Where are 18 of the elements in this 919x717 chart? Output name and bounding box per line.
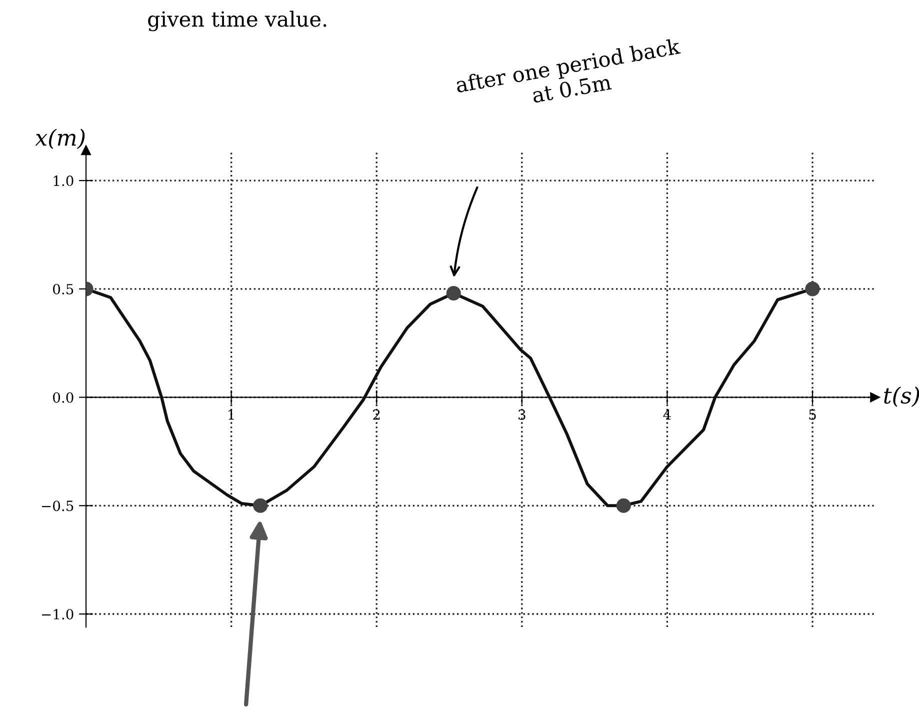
x-tick-label: 4 bbox=[663, 409, 671, 420]
text: after one period back at 0.5m bbox=[455, 38, 682, 104]
y-tick-label: 0.0 bbox=[53, 392, 74, 403]
point bbox=[805, 282, 820, 296]
x-tick-label: 3 bbox=[518, 409, 526, 420]
y-axis-title: x(m) bbox=[35, 128, 85, 150]
point bbox=[253, 498, 268, 513]
point bbox=[616, 498, 631, 513]
y-tick-label: −1.0 bbox=[42, 608, 74, 620]
x-tick-label: 1 bbox=[228, 409, 234, 420]
x-tick-label: 5 bbox=[809, 410, 816, 420]
x-tick-label: 2 bbox=[373, 409, 380, 420]
text: given time value. bbox=[148, 10, 326, 32]
y-tick-label: 1.0 bbox=[54, 176, 74, 186]
point bbox=[446, 286, 461, 301]
y-tick-label: 0.5 bbox=[53, 284, 74, 294]
x-axis-title: t(s) bbox=[884, 386, 919, 407]
y-tick-label: −0.5 bbox=[42, 500, 74, 512]
